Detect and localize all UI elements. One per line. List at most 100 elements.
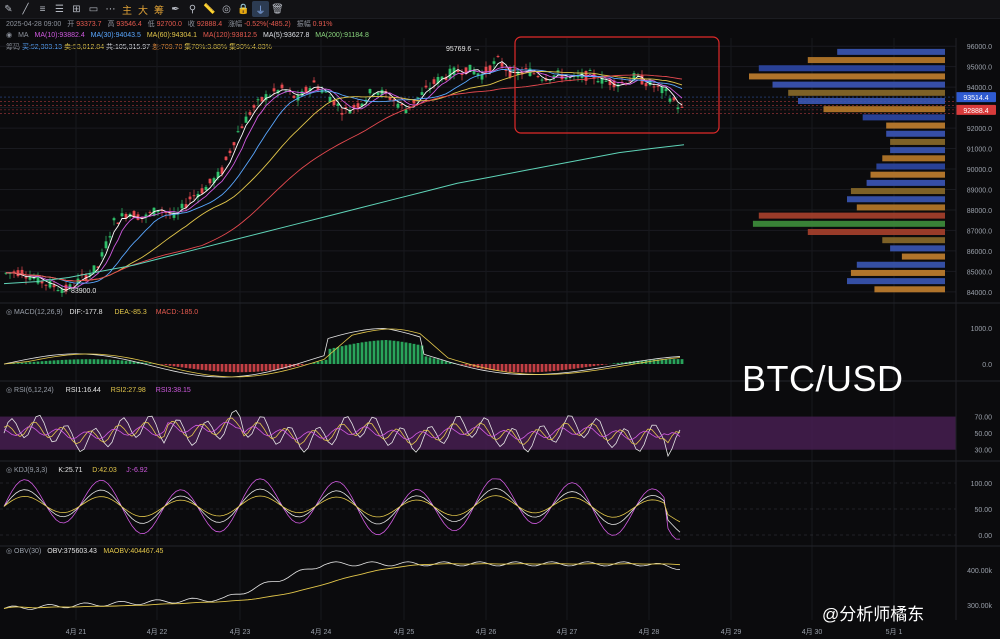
y-tick-label: 95000.0 xyxy=(967,65,992,72)
candle-body xyxy=(332,99,336,106)
candle-body xyxy=(24,277,28,279)
dots-icon[interactable]: ⋯ xyxy=(105,3,116,15)
macd-bar xyxy=(440,360,444,364)
candle-body xyxy=(60,289,64,293)
candle-body xyxy=(312,80,316,83)
macd-bar xyxy=(272,364,276,371)
eye-icon[interactable]: ◎ xyxy=(222,3,231,15)
candle-body xyxy=(92,265,96,273)
candle-body xyxy=(88,273,92,276)
macd-header-1: DIF:-177.8 xyxy=(70,309,103,316)
macd-bar xyxy=(640,360,644,364)
volume-profile-bar xyxy=(876,163,945,170)
candle-body xyxy=(608,79,612,86)
cn-tool-3[interactable]: 筹 xyxy=(154,5,164,17)
rsi-band xyxy=(0,416,956,450)
macd-bar xyxy=(324,359,328,364)
macd-bar xyxy=(492,364,496,371)
macd-axis: 1000.0 xyxy=(971,326,993,333)
candle-body xyxy=(308,88,312,92)
volume-profile-bar xyxy=(837,48,945,55)
volume-profile-bar xyxy=(758,65,945,72)
y-tick-label: 96000.0 xyxy=(967,44,992,51)
macd-bar xyxy=(376,340,380,364)
macd-bar xyxy=(96,359,100,364)
macd-bar xyxy=(416,344,420,364)
macd-bar xyxy=(68,359,72,364)
volume-profile-bar xyxy=(862,114,945,121)
macd-bar xyxy=(480,364,484,369)
macd-bar xyxy=(180,364,184,368)
candle-body xyxy=(556,70,560,72)
ma5-value: MA(5):93627.8 xyxy=(263,32,310,39)
candle-body xyxy=(416,97,420,99)
macd-bar xyxy=(16,363,20,364)
price-chart[interactable]: 96000.095000.094000.093000.092000.091000… xyxy=(0,18,1000,639)
cn-tool-2[interactable]: 大 xyxy=(138,5,148,17)
macd-bar xyxy=(196,364,200,370)
ma-title: MA xyxy=(18,32,29,39)
pencil-icon[interactable]: ✎ xyxy=(4,3,13,15)
volume-profile-bar xyxy=(901,253,945,260)
ma30-line xyxy=(6,68,683,284)
macd-bar xyxy=(32,361,36,364)
volume-profile-bar xyxy=(886,130,945,137)
macd-bar xyxy=(36,361,40,364)
candle-body xyxy=(468,64,472,73)
chip-sell: 卖:53,012.84 xyxy=(64,44,105,51)
candle-body xyxy=(664,88,668,92)
candle-body xyxy=(452,67,456,75)
ma200-value: MA(200):91184.8 xyxy=(315,32,369,39)
macd-header-0: ◎ MACD(12,26,9) xyxy=(6,309,63,316)
ma200-line xyxy=(3,144,685,285)
macd-bar xyxy=(132,361,136,364)
lines-icon[interactable]: ≡ xyxy=(39,3,46,15)
macd-bar xyxy=(464,364,468,366)
filter-icon[interactable]: ⏚ xyxy=(252,1,269,17)
macd-bar xyxy=(436,359,440,364)
obv-axis: 400.00k xyxy=(967,568,992,575)
kdj-line-2 xyxy=(3,488,681,533)
y-tick-label: 90000.0 xyxy=(967,167,992,174)
macd-bar xyxy=(48,360,52,364)
volume-profile-bar xyxy=(890,138,945,145)
cn-tool-1[interactable]: 主 xyxy=(122,5,132,17)
candle-body xyxy=(276,90,280,94)
macd-bar xyxy=(576,364,580,369)
macd-bar xyxy=(420,345,424,364)
volume-profile-bar xyxy=(749,73,945,80)
open-label: 开 xyxy=(67,21,75,28)
drawing-toolbar: ✎ ╱ ≡ ☰ ⊞ ▭ ⋯ 主大筹 ✒ ⚲ 📏 ◎ 🔒 ⏚ 🗑 xyxy=(0,0,1000,19)
ma-eye-icon[interactable]: ◉ xyxy=(6,32,13,39)
candle-body xyxy=(460,73,464,75)
x-tick-label: 4月 26 xyxy=(476,628,497,636)
candle-body xyxy=(600,76,604,84)
macd-bar xyxy=(372,340,376,364)
macd-bar xyxy=(596,364,600,366)
trash-icon[interactable]: 🗑 xyxy=(271,3,284,15)
macd-bar xyxy=(208,364,212,371)
ray-icon[interactable]: ╱ xyxy=(22,3,29,15)
macd-bar xyxy=(116,360,120,364)
candle-body xyxy=(256,99,260,101)
rect-icon[interactable]: ▭ xyxy=(88,3,99,15)
ruler-icon[interactable]: 📏 xyxy=(203,3,216,15)
pen-icon[interactable]: ✒ xyxy=(171,3,180,15)
candle-body xyxy=(16,270,20,277)
brush-icon[interactable]: ⚲ xyxy=(188,3,197,15)
candle-body xyxy=(12,271,16,274)
candle-body xyxy=(456,69,460,73)
candle-body xyxy=(40,281,44,284)
hlines-icon[interactable]: ☰ xyxy=(55,3,64,15)
grid-icon[interactable]: ⊞ xyxy=(72,3,81,15)
kdj-axis: 50.00 xyxy=(974,507,992,514)
macd-bar xyxy=(620,362,624,364)
ma5-line xyxy=(6,61,683,291)
macd-bar xyxy=(24,362,28,364)
macd-bar xyxy=(592,364,596,367)
chip-90: 集90%:4.83% xyxy=(229,44,272,51)
ma120-line xyxy=(6,74,683,282)
macd-bar xyxy=(516,364,520,373)
candle-body xyxy=(376,92,380,95)
lock-icon[interactable]: 🔒 xyxy=(237,3,250,15)
